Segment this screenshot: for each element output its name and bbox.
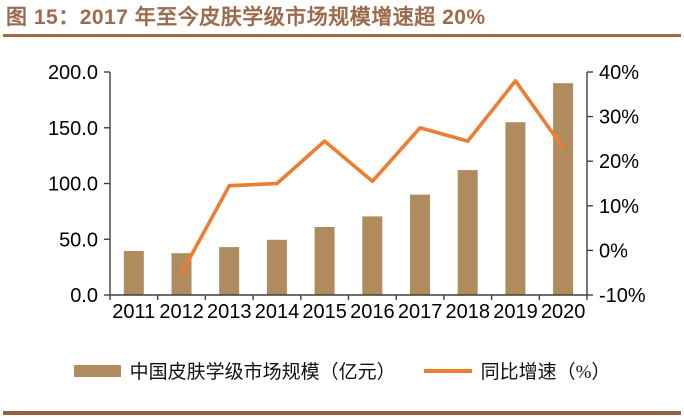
y-left-tick-label: 0.0 bbox=[70, 285, 98, 307]
figure-title: 图 15：2017 年至今皮肤学级市场规模增速超 20% bbox=[6, 6, 486, 29]
y-left-tick-label: 100.0 bbox=[48, 174, 98, 196]
bar-legend-label: 中国皮肤学级市场规模（亿元） bbox=[129, 362, 396, 383]
x-tick-label: 2014 bbox=[255, 301, 300, 323]
bar-2018 bbox=[457, 170, 478, 295]
x-tick-label: 2020 bbox=[541, 301, 586, 323]
bar-2016 bbox=[362, 216, 383, 295]
bar-2019 bbox=[505, 122, 526, 295]
growth-line bbox=[179, 79, 566, 275]
x-tick-label: 2012 bbox=[159, 301, 204, 323]
y-left-tick-label: 150.0 bbox=[48, 118, 98, 140]
bar-2011 bbox=[123, 251, 144, 295]
x-tick-label: 2019 bbox=[493, 301, 538, 323]
y-right-tick-label: 40% bbox=[599, 62, 639, 84]
x-tick-label: 2018 bbox=[446, 301, 491, 323]
bar-legend-swatch bbox=[73, 364, 121, 377]
bar-2013 bbox=[219, 247, 240, 295]
y-left-tick-label: 50.0 bbox=[59, 229, 98, 251]
bar-2020 bbox=[553, 83, 574, 295]
line-legend-swatch bbox=[423, 368, 472, 373]
bar-2014 bbox=[266, 239, 287, 295]
chart-legend: 中国皮肤学级市场规模（亿元） 同比增速（%） bbox=[0, 357, 684, 384]
y-right-tick-label: 0% bbox=[599, 240, 628, 262]
bottom-rule bbox=[3, 411, 681, 415]
line-legend-label: 同比增速（%） bbox=[480, 362, 611, 383]
combo-chart: 0.0 50.0 100.0 150.0 200.0 -10% 0% 10% 20% 30% 40%… bbox=[48, 62, 646, 323]
x-tick-label: 2011 bbox=[112, 301, 155, 323]
y-left-tick-label: 200.0 bbox=[48, 62, 98, 84]
x-tick-label: 2017 bbox=[398, 301, 443, 323]
y-right-tick-label: -10% bbox=[599, 285, 646, 307]
y-right-tick-label: 10% bbox=[599, 196, 639, 218]
bar-2015 bbox=[314, 227, 335, 295]
x-tick-label: 2013 bbox=[207, 301, 252, 323]
x-tick-label: 2015 bbox=[302, 301, 347, 323]
y-right-tick-label: 30% bbox=[599, 107, 639, 129]
x-tick-label: 2016 bbox=[350, 301, 395, 323]
y-right-tick-label: 20% bbox=[599, 151, 639, 173]
bar-2017 bbox=[410, 194, 430, 295]
title-rule bbox=[3, 34, 681, 37]
